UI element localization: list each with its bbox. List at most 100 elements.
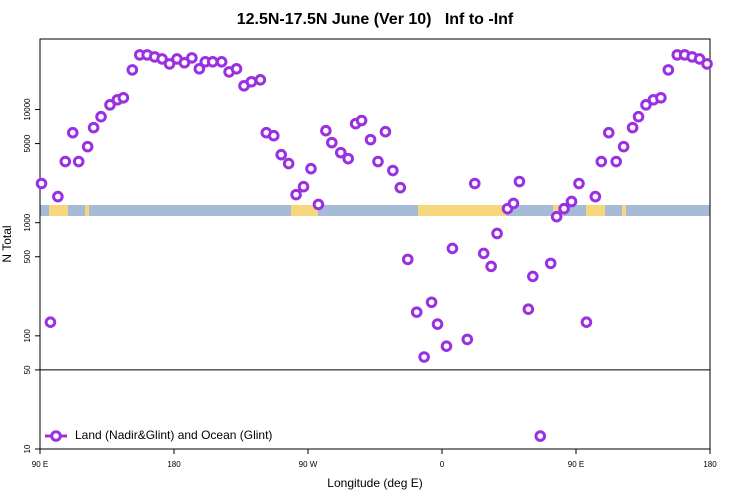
land-patch [85, 205, 89, 216]
point [446, 242, 459, 255]
point [425, 296, 438, 309]
point [163, 58, 176, 70]
point [334, 146, 347, 159]
point [379, 125, 392, 138]
legend-marker [50, 430, 62, 442]
point [282, 157, 295, 170]
point [66, 126, 79, 139]
point [401, 253, 414, 266]
land-patch [553, 205, 563, 216]
point [186, 52, 198, 64]
point [52, 190, 64, 203]
point [364, 133, 377, 146]
point [156, 53, 168, 65]
point [595, 155, 608, 168]
land-patch [49, 205, 68, 216]
point [573, 177, 585, 190]
y-tick-label: 10 [23, 444, 32, 453]
point [431, 318, 444, 330]
point [81, 140, 94, 153]
point [104, 99, 116, 111]
ocean-band [40, 205, 710, 216]
point [290, 188, 302, 201]
y-tick-label: 10000 [23, 98, 32, 121]
point [410, 306, 423, 318]
point [305, 162, 317, 175]
chart-title: 12.5N-17.5N June (Ver 10) Inf to -Inf [237, 11, 514, 28]
point [355, 114, 368, 127]
point [254, 74, 267, 86]
x-axis-label: Longitude (deg E) [327, 476, 422, 490]
point [522, 303, 535, 315]
point [394, 181, 407, 194]
x-tick-label: 90 E [568, 460, 584, 469]
point [640, 99, 652, 111]
y-tick-label: 1000 [23, 213, 32, 231]
point [117, 91, 130, 104]
point [440, 340, 453, 352]
point [320, 124, 332, 137]
point [527, 270, 539, 283]
point [602, 126, 615, 139]
plot-frame [39, 38, 711, 450]
x-tick-label: 90 E [32, 460, 48, 469]
y-tick-label: 100 [23, 329, 32, 343]
point [267, 129, 280, 142]
point [626, 121, 639, 134]
point [342, 152, 355, 165]
point [632, 110, 645, 123]
point [312, 198, 325, 211]
point [477, 247, 490, 260]
point [701, 58, 713, 70]
land-patch [586, 205, 605, 216]
y-tick-label: 50 [23, 365, 32, 374]
x-tick-label: 90 W [299, 460, 318, 469]
point [72, 155, 85, 168]
land-patch [291, 205, 318, 216]
point [580, 316, 593, 328]
point [35, 177, 48, 190]
point [193, 63, 206, 75]
point [95, 110, 107, 123]
point [245, 75, 258, 88]
point [544, 257, 557, 270]
y-tick-label: 5000 [23, 134, 32, 152]
point [87, 121, 100, 134]
x-tick-label: 180 [167, 460, 181, 469]
point [550, 210, 563, 223]
land-patch [418, 205, 506, 216]
x-tick-label: 180 [703, 460, 717, 469]
point [59, 155, 72, 168]
land-patch [622, 205, 626, 216]
point [617, 140, 630, 153]
point [534, 430, 547, 442]
point [297, 180, 310, 193]
land-ocean-band [40, 205, 710, 216]
point [387, 164, 399, 177]
point [693, 53, 706, 65]
point [206, 56, 219, 68]
point [565, 195, 578, 208]
point [558, 202, 570, 215]
x-tick-label: 0 [440, 460, 445, 469]
point [126, 64, 139, 76]
point [662, 64, 675, 76]
point [418, 351, 430, 363]
point [326, 136, 338, 149]
point [491, 227, 503, 240]
point [44, 316, 57, 328]
point [461, 333, 474, 346]
point [610, 155, 623, 168]
y-tick-label: 500 [23, 250, 32, 264]
point [513, 175, 526, 188]
point [275, 148, 288, 161]
point [507, 197, 520, 210]
point [215, 56, 228, 68]
point [589, 190, 602, 203]
point [485, 260, 497, 273]
point [372, 155, 384, 168]
point [468, 177, 481, 190]
legend-label: Land (Nadir&Glint) and Ocean (Glint) [75, 428, 272, 442]
point [230, 63, 243, 75]
